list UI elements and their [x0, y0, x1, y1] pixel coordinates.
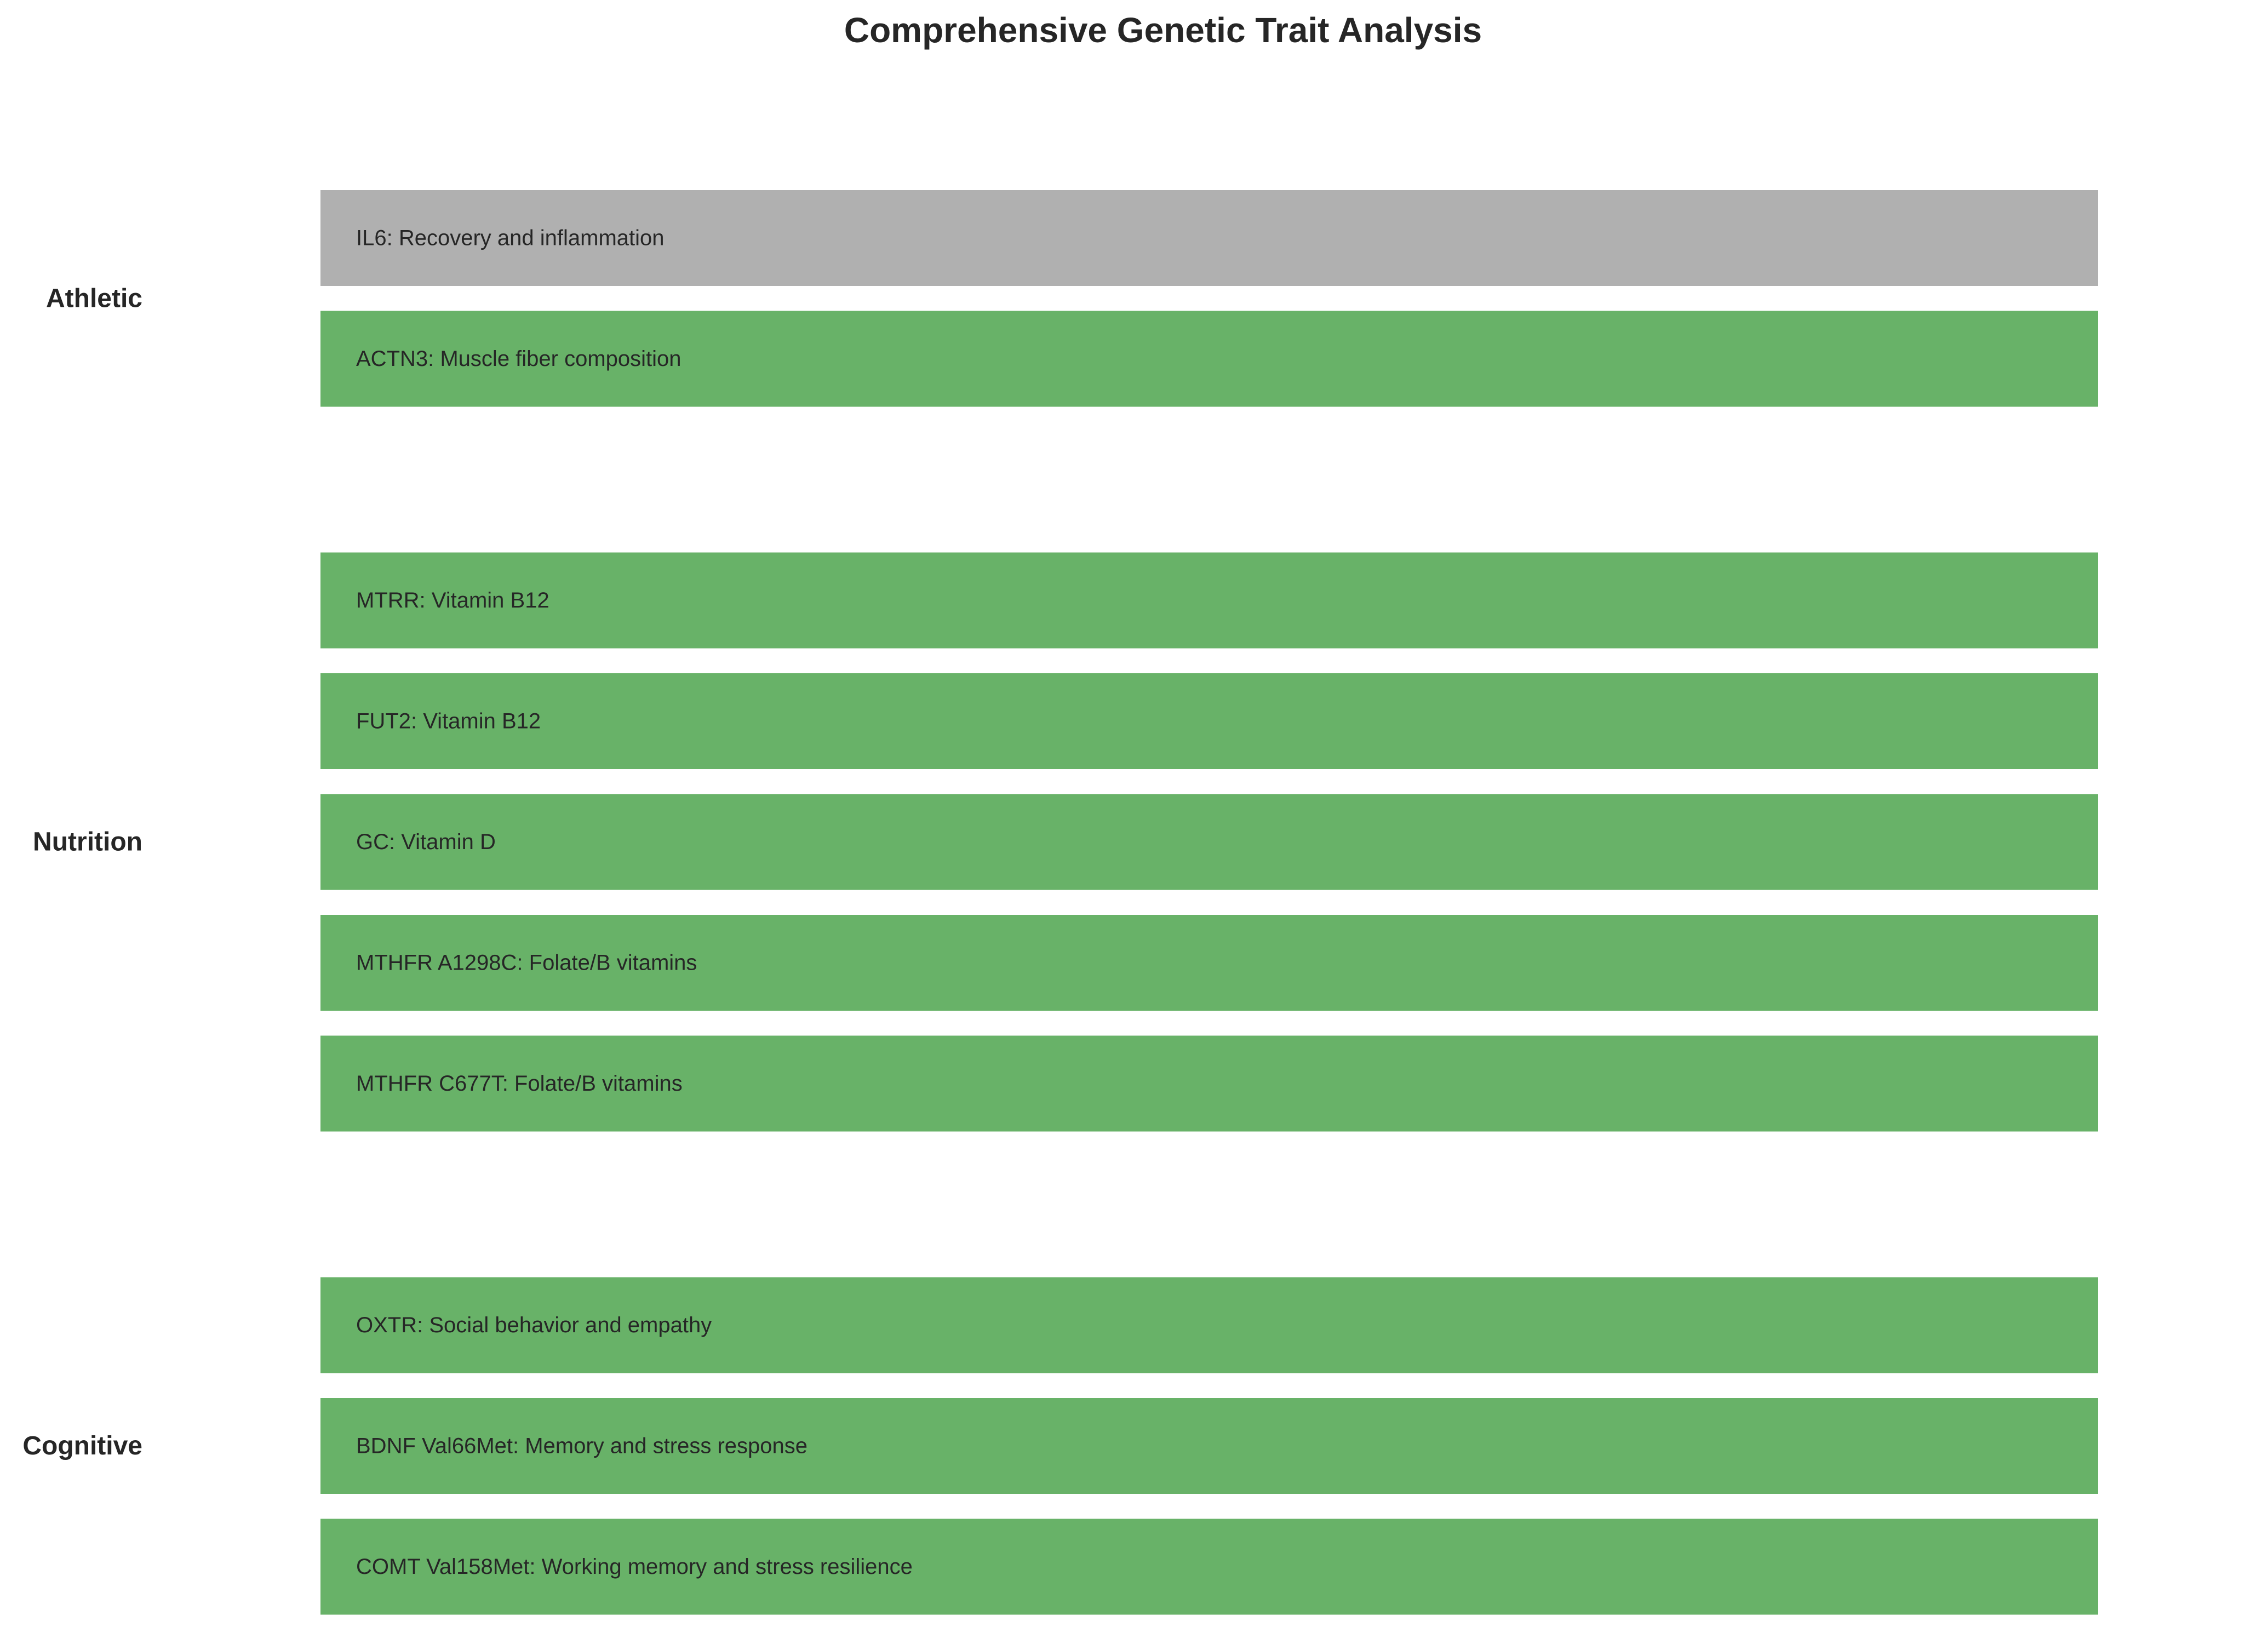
trait-bar [320, 673, 2098, 769]
trait-bar-label: MTHFR C677T: Folate/B vitamins [356, 1072, 683, 1096]
category-label-nutrition: Nutrition [33, 828, 142, 857]
trait-bar-label: IL6: Recovery and inflammation [356, 226, 665, 250]
chart-title: Comprehensive Genetic Trait Analysis [844, 10, 1482, 50]
trait-bar [320, 915, 2098, 1011]
trait-bar-label: COMT Val158Met: Working memory and stres… [356, 1555, 913, 1579]
trait-bar [320, 1035, 2098, 1132]
trait-bar [320, 1277, 2098, 1373]
trait-bar [320, 1519, 2098, 1615]
category-group-cognitive: OXTR: Social behavior and empathy BDNF Va… [22, 1277, 2098, 1615]
trait-bar-label: OXTR: Social behavior and empathy [356, 1313, 712, 1337]
trait-bar [320, 794, 2098, 890]
trait-bar-label: MTHFR A1298C: Folate/B vitamins [356, 951, 697, 975]
category-group-athletic: IL6: Recovery and inflammation ACTN3: Mus… [46, 190, 2098, 407]
trait-bar [320, 1398, 2098, 1494]
trait-bar [320, 552, 2098, 649]
category-label-cognitive: Cognitive [22, 1431, 142, 1460]
trait-bar-label: ACTN3: Muscle fiber composition [356, 347, 681, 371]
category-group-nutrition: MTRR: Vitamin B12 FUT2: Vitamin B12 GC: Vi… [33, 552, 2098, 1132]
trait-bar [320, 311, 2098, 407]
trait-bar-label: FUT2: Vitamin B12 [356, 709, 541, 734]
category-label-athletic: Athletic [46, 284, 142, 313]
trait-bar-label: BDNF Val66Met: Memory and stress respons… [356, 1434, 807, 1458]
trait-bar [320, 190, 2098, 286]
trait-bar-label: MTRR: Vitamin B12 [356, 588, 549, 612]
bars-layer: IL6: Recovery and inflammation ACTN3: Mus… [22, 190, 2098, 1615]
trait-bar-label: GC: Vitamin D [356, 830, 496, 854]
